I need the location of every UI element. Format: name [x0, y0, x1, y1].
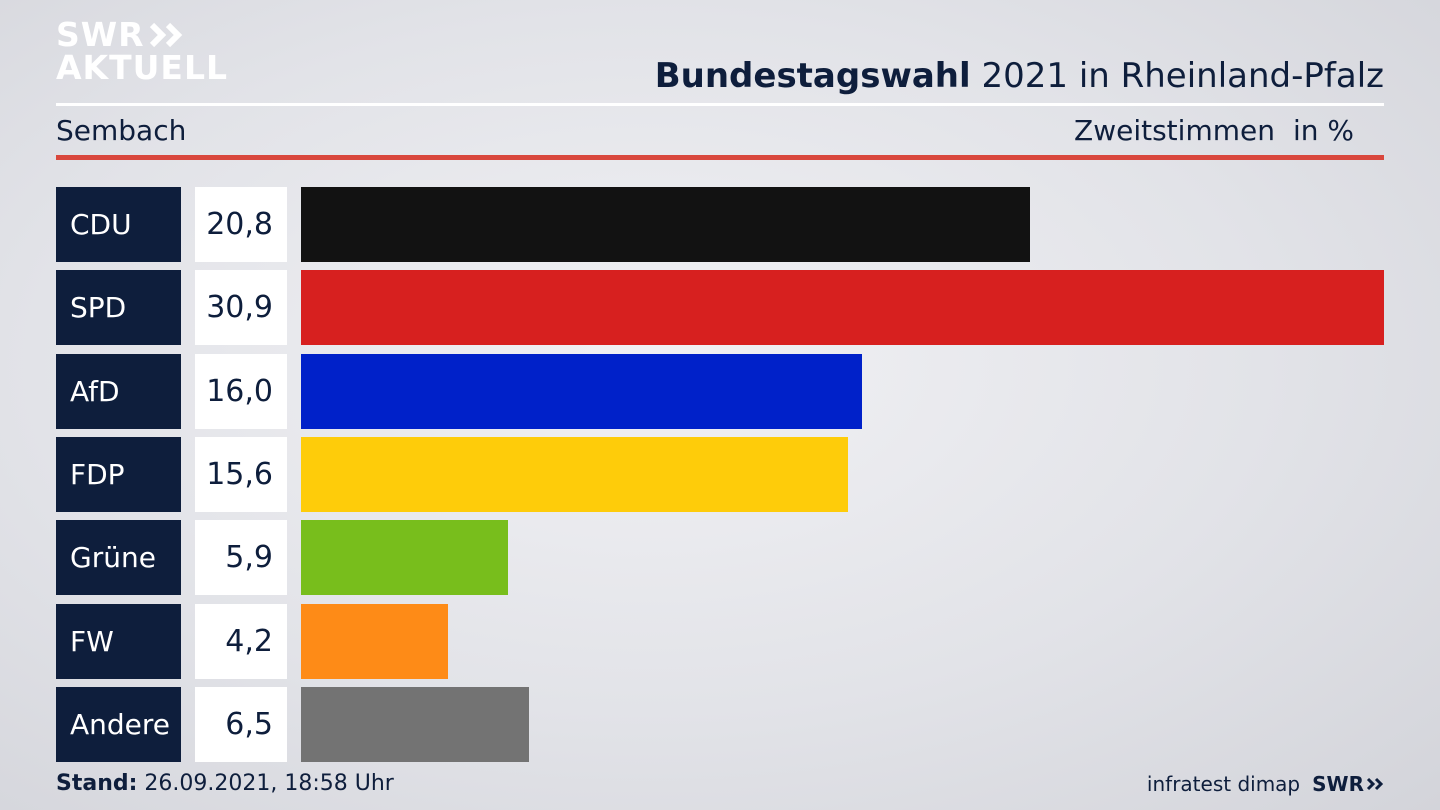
chevrons-icon — [1366, 777, 1384, 791]
metric-name: Zweitstimmen — [1074, 114, 1275, 147]
stand-value: 26.09.2021, 18:58 Uhr — [144, 771, 394, 796]
party-label: FDP — [56, 437, 181, 512]
title-bold: Bundestagswahl — [654, 56, 971, 96]
value-label: 30,9 — [195, 270, 287, 345]
bar — [301, 520, 508, 595]
bar-chart: CDU 20,8 SPD 30,9 AfD 16,0 FDP 15,6 Grüne 5,9 FW 4,… — [56, 187, 1384, 762]
value-label: 5,9 — [195, 520, 287, 595]
party-label: SPD — [56, 270, 181, 345]
value-label: 15,6 — [195, 437, 287, 512]
unit-label: in % — [1292, 114, 1354, 147]
chart-row: Grüne 5,9 — [56, 520, 1384, 595]
metric-label: Zweitstimmen in % — [1074, 114, 1354, 147]
brand-text: SWR — [1312, 772, 1364, 796]
region-label: Sembach — [56, 114, 187, 147]
party-label: Andere — [56, 687, 181, 762]
chart-row: FW 4,2 — [56, 604, 1384, 679]
value-label: 20,8 — [195, 187, 287, 262]
brand-logo: SWR — [1312, 772, 1384, 796]
page-title: Bundestagswahl 2021 in Rheinland-Pfalz — [655, 56, 1384, 96]
bar — [301, 187, 1030, 262]
chart-row: SPD 30,9 — [56, 270, 1384, 345]
logo-swr-text: SWR — [56, 15, 145, 54]
party-label: Grüne — [56, 520, 181, 595]
chevrons-icon — [149, 22, 182, 47]
value-label: 4,2 — [195, 604, 287, 679]
party-label: AfD — [56, 354, 181, 429]
header-divider — [56, 103, 1384, 106]
chart-row: CDU 20,8 — [56, 187, 1384, 262]
accent-divider — [56, 155, 1384, 160]
value-label: 16,0 — [195, 354, 287, 429]
chart-row: FDP 15,6 — [56, 437, 1384, 512]
bar — [301, 687, 529, 762]
party-label: FW — [56, 604, 181, 679]
source-label: infratest dimap — [1146, 772, 1301, 796]
party-label: CDU — [56, 187, 181, 262]
bar — [301, 437, 848, 512]
chart-row: AfD 16,0 — [56, 354, 1384, 429]
timestamp: Stand: 26.09.2021, 18:58 Uhr — [56, 771, 394, 796]
stand-label: Stand: — [56, 771, 138, 796]
swr-aktuell-logo: SWR AKTUELL — [56, 18, 228, 84]
logo-aktuell-text: AKTUELL — [56, 48, 229, 87]
bar — [301, 270, 1384, 345]
title-rest: 2021 in Rheinland-Pfalz — [981, 56, 1384, 96]
source-credit: infratest dimap SWR — [1147, 772, 1384, 796]
bar — [301, 604, 448, 679]
bar — [301, 354, 862, 429]
chart-row: Andere 6,5 — [56, 687, 1384, 762]
value-label: 6,5 — [195, 687, 287, 762]
